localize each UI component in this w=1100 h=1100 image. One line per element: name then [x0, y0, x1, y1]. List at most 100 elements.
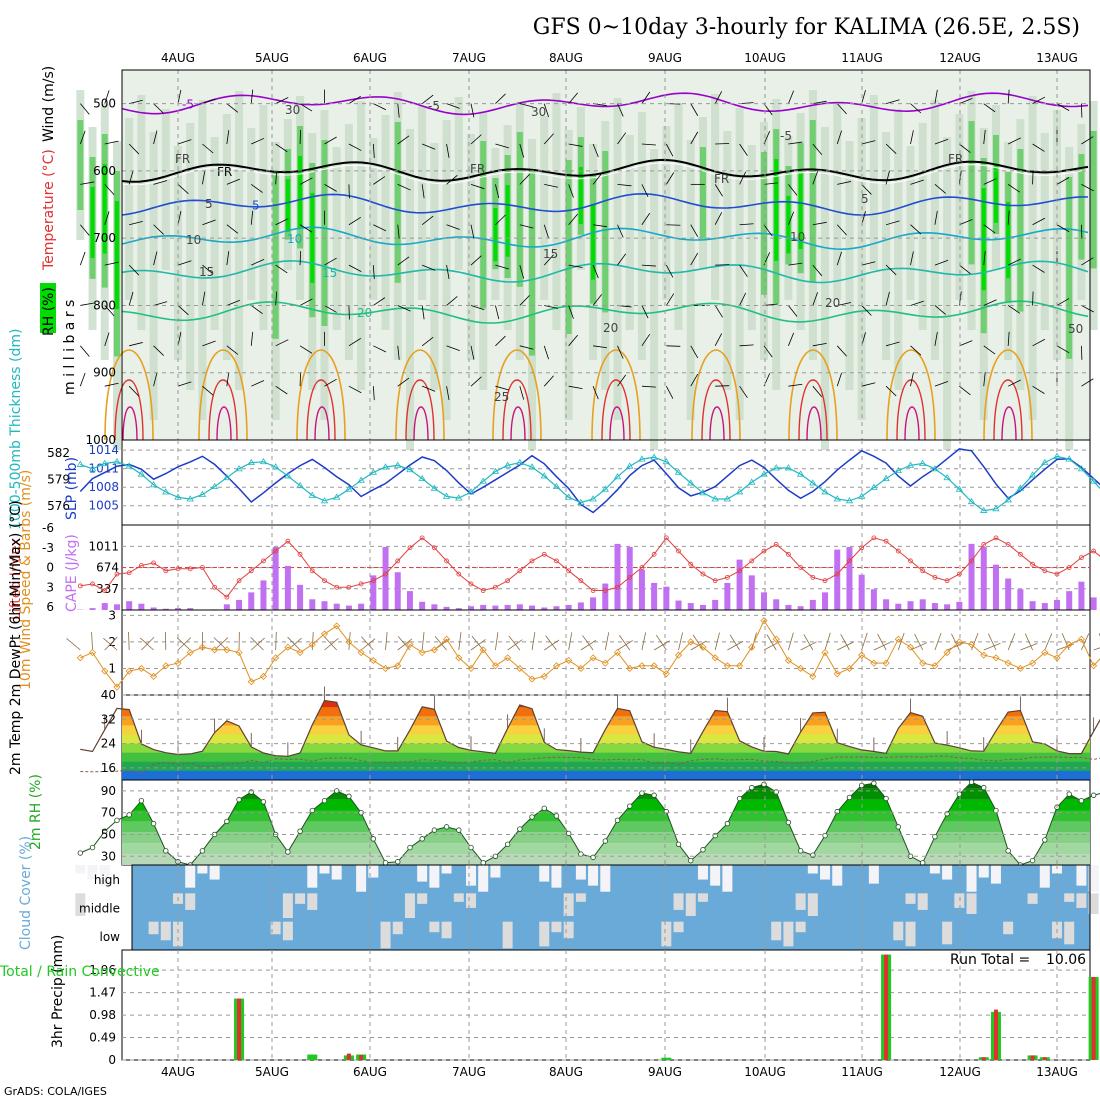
cloud-cell	[795, 893, 806, 910]
lifted-ytick-3: 3	[46, 580, 54, 594]
wind-barb	[202, 219, 216, 226]
rh-band	[381, 115, 390, 330]
cape-bar	[931, 603, 938, 610]
cloud-cell	[978, 865, 989, 878]
wind-barb	[495, 305, 500, 320]
wind10m-barb	[104, 636, 118, 651]
rh-point	[773, 789, 779, 795]
rh-band	[1017, 149, 1024, 312]
wind-legend-label: Wind (m/s)	[41, 66, 57, 142]
thickness-point	[992, 505, 1000, 512]
wind-barb	[251, 184, 263, 193]
wind-barb	[129, 99, 143, 105]
wind10m-point	[1016, 664, 1024, 673]
wind-barb	[202, 170, 206, 185]
upper-annotation-1: -5	[780, 129, 792, 143]
wind-barb	[348, 264, 362, 273]
thickness-point	[723, 495, 732, 502]
thickness-point	[296, 481, 304, 489]
top-xtick-1: 5AUG	[255, 51, 289, 65]
wind-barb	[153, 180, 168, 185]
wind-barb	[1007, 379, 1021, 387]
wind-barb	[593, 224, 608, 228]
wind10m-barb	[139, 637, 154, 651]
rh2m-ytick-2: 70	[101, 806, 116, 820]
wind-barb	[275, 264, 288, 274]
lifted-point	[383, 571, 388, 577]
wind10m-barb	[508, 635, 521, 651]
wind-barb	[544, 183, 559, 188]
rh-band	[1053, 110, 1061, 360]
rh-band	[943, 137, 952, 450]
wind-barb	[1032, 217, 1046, 226]
thickness-point	[198, 490, 207, 497]
warm-loop	[806, 406, 822, 441]
cape-bar	[480, 604, 487, 610]
cape-bar	[944, 604, 951, 610]
top-xtick-9: 13AUG	[1036, 51, 1078, 65]
isotherm-5	[121, 300, 1089, 324]
wind-barb	[128, 264, 140, 276]
rh-band	[149, 132, 158, 420]
rh-point	[810, 852, 816, 858]
isotherm-3	[121, 226, 1089, 251]
rh-band	[723, 131, 732, 390]
cloud-level-2: low	[100, 930, 121, 944]
wind-barb	[934, 381, 949, 387]
wind10m-point	[76, 654, 84, 662]
rh-band-1	[122, 843, 1090, 855]
wind10m-point	[186, 648, 194, 657]
thickness-point	[638, 455, 646, 462]
cloud-cell	[697, 893, 708, 902]
bottom-xtick-0: 4AUG	[161, 1065, 195, 1079]
cloud-cell	[441, 921, 452, 939]
rh-point	[614, 817, 621, 824]
temp-band-7	[122, 706, 1090, 717]
cape-bar	[223, 604, 230, 610]
wind10m-barb	[617, 640, 633, 651]
wind-barb	[495, 214, 506, 226]
lifted-point	[309, 568, 315, 574]
rh-point	[920, 860, 926, 866]
wind10m-barb	[582, 635, 594, 651]
thickness-point	[857, 492, 866, 499]
cape-bar	[980, 547, 987, 610]
thickness-point	[271, 463, 280, 470]
rh-point	[285, 849, 291, 855]
wind-barb	[959, 385, 971, 396]
wind-barb	[1081, 184, 1094, 192]
cape-bar	[577, 602, 584, 610]
wind-barb	[250, 89, 254, 104]
wind-barb	[983, 103, 996, 113]
lifted-point	[90, 581, 95, 587]
cape-bar	[870, 589, 877, 610]
wind-barb	[495, 184, 500, 199]
rh-point	[77, 850, 84, 856]
wind-barb	[836, 130, 842, 145]
wind-barb	[739, 344, 754, 347]
wind-barb	[690, 373, 699, 387]
wind-barb	[934, 138, 949, 145]
thickness-point	[674, 468, 683, 475]
cape-bar	[529, 605, 536, 610]
rh-point	[346, 793, 352, 800]
wind10m-ylabel: 10m Wind Speed & Barbs (m/s)	[18, 470, 34, 690]
wind-barb	[251, 259, 265, 266]
warm-loop	[122, 406, 138, 441]
cloud-cell	[917, 893, 928, 910]
thickness-point	[76, 460, 85, 467]
rh-band	[625, 135, 634, 330]
wind-barb	[983, 299, 997, 306]
cloud-cell	[539, 921, 550, 947]
rh-band	[821, 127, 830, 450]
precip-conv-bar	[237, 998, 242, 1060]
cloud-cell	[551, 921, 562, 933]
wind-barb	[763, 131, 771, 145]
rh-point	[260, 799, 267, 805]
thickness-point	[870, 483, 878, 490]
cape-bar	[895, 603, 902, 610]
wind-barb	[202, 340, 216, 347]
cloud-cell	[417, 865, 428, 882]
thickness-point	[503, 461, 512, 468]
wind-barb	[80, 181, 95, 185]
